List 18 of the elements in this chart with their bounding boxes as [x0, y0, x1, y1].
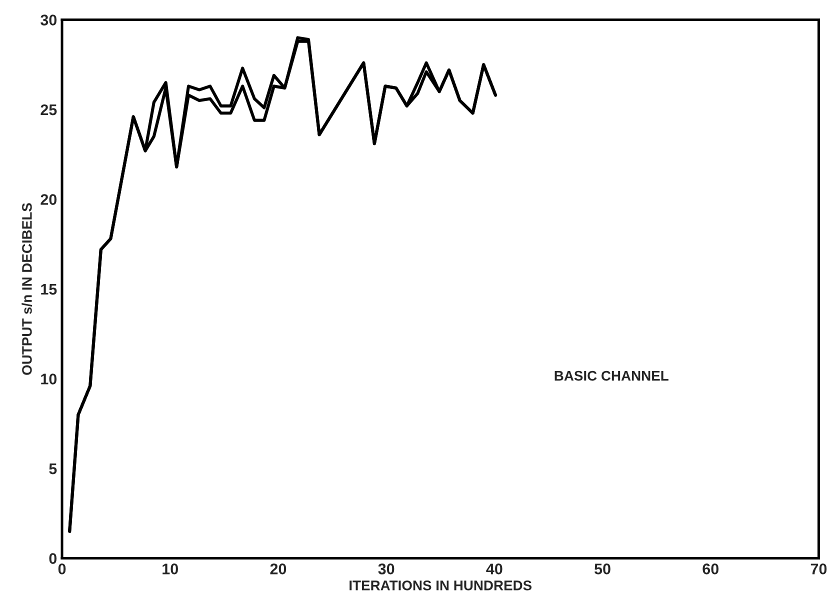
- y-tick-label: 5: [49, 464, 57, 474]
- y-tick-label: 25: [40, 104, 57, 116]
- x-axis-title: ITERATIONS IN HUNDREDS: [350, 580, 532, 590]
- x-tick-label: 40: [486, 564, 502, 574]
- y-tick-label: 0: [49, 553, 57, 564]
- y-tick-label: 30: [40, 14, 57, 26]
- x-tick-label: 70: [810, 564, 827, 574]
- x-tick-label: 20: [270, 564, 286, 574]
- x-tick-label: 0: [58, 564, 66, 574]
- x-tick-label: 60: [702, 564, 718, 574]
- annotation: BASIC CHANNEL: [554, 370, 668, 381]
- y-tick-label: 15: [41, 284, 57, 295]
- y-tick-label: 20: [40, 194, 57, 205]
- x-tick-label: 30: [378, 564, 394, 574]
- x-tick-label: 10: [162, 564, 178, 574]
- y-tick-label: 10: [41, 374, 57, 384]
- y-axis-title: OUTPUT s/n IN DECIBELS: [22, 203, 32, 375]
- x-tick-label: 50: [594, 564, 610, 574]
